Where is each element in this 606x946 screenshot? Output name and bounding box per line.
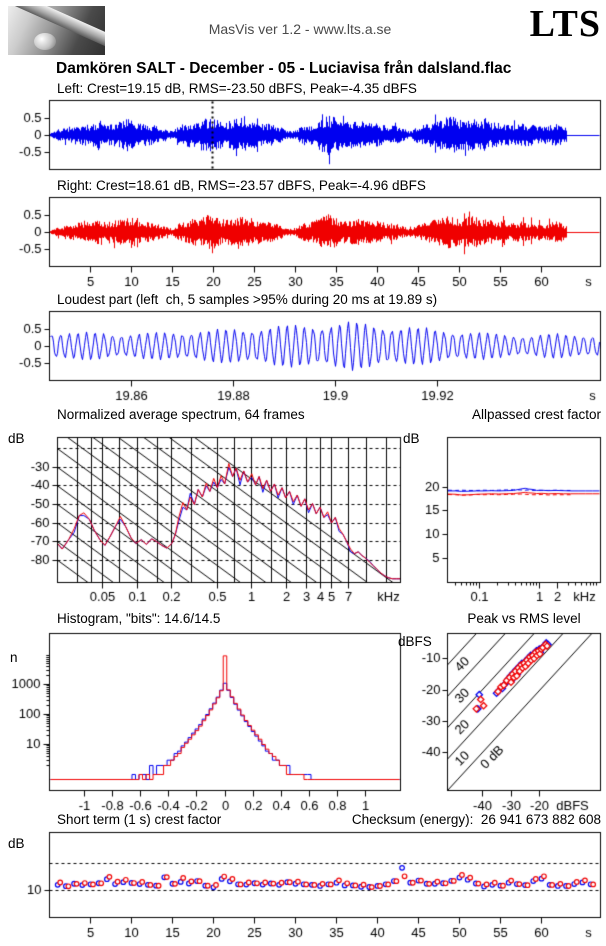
logo-image (8, 6, 105, 55)
peak-vs-rms-title: Peak vs RMS level (467, 611, 581, 626)
checksum-label: Checksum (energy): 26 941 673 882 608 (351, 812, 601, 827)
histogram-title: Histogram, "bits": 14.6/14.5 (57, 611, 221, 626)
left-waveform-title: Left: Crest=19.15 dB, RMS=-23.50 dBFS, P… (57, 81, 417, 96)
file-title: Damkören SALT - December - 05 - Luciavis… (56, 60, 512, 77)
app-credit: MasVis ver 1.2 - www.lts.a.se (208, 21, 392, 37)
allpassed-title: Allpassed crest factor (471, 407, 601, 422)
loudest-part-title: Loudest part (left ch, 5 samples >95% du… (57, 292, 438, 307)
logo-connector-tip (34, 33, 56, 50)
short-term-title: Short term (1 s) crest factor (57, 812, 222, 827)
short-term-db-label: dB (8, 836, 25, 851)
logo-cable-shaft (8, 6, 105, 51)
spectrum-db-label: dB (8, 431, 25, 446)
spectrum-title: Normalized average spectrum, 64 frames (57, 407, 305, 422)
brand-logo-text: LTS (529, 3, 601, 45)
allpassed-db-label: dB (403, 431, 420, 446)
peak-dbfs-label: dBFS (398, 634, 432, 649)
histogram-n-label: n (10, 650, 18, 665)
right-waveform-title: Right: Crest=18.61 dB, RMS=-23.57 dBFS, … (57, 178, 426, 193)
